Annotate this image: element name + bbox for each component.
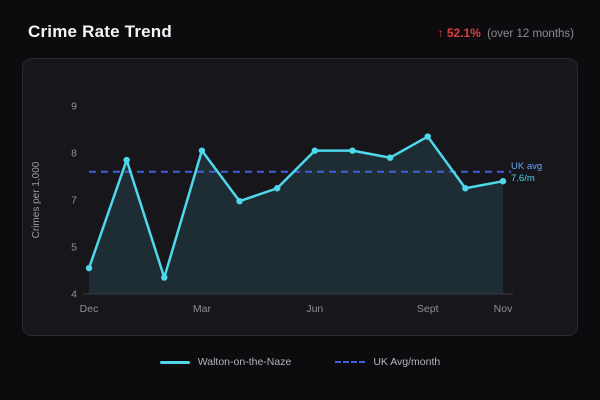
chart-legend: Walton-on-the-Naze UK Avg/month (0, 346, 600, 368)
data-point (198, 147, 206, 154)
delta-stat: ↑ 52.1% (over 12 months) (438, 26, 574, 40)
y-axis-tick-label: 7 (71, 195, 77, 207)
x-axis-tick-label: Mar (193, 303, 212, 315)
legend-item-walton[interactable]: Walton-on-the-Naze (159, 356, 292, 368)
y-axis-title: Crimes per 1,000 (31, 161, 42, 238)
data-point (349, 147, 356, 154)
data-point (123, 156, 130, 164)
solid-line-swatch (159, 360, 190, 364)
uk-avg-annotation-line2: 7.6/m (511, 173, 535, 184)
x-axis-tick-label: Sept (417, 303, 439, 315)
data-point (273, 185, 281, 192)
y-axis-tick-label: 4 (71, 289, 77, 301)
legend-label-ukavg: UK Avg/month (373, 356, 441, 368)
crime-chart: 4 5 7 8 9 Dec Mar Jun Sept Nov Crimes per 1,000 UK … (31, 101, 542, 316)
y-axis-tick-label: 5 (71, 242, 77, 254)
legend-item-ukavg[interactable]: UK Avg/month (335, 356, 440, 368)
data-point (499, 178, 507, 185)
data-point (311, 147, 319, 154)
chart-footer: Walton-on-the-Naze UK Avg/month scOS® (0, 346, 600, 380)
data-point (85, 264, 93, 272)
delta-value: 52.1% (446, 26, 481, 40)
delta-caption: (over 12 months) (487, 28, 574, 40)
area-fill (89, 136, 503, 294)
page-title: Crime Rate Trend (28, 22, 172, 41)
data-point (236, 197, 243, 205)
up-arrow-icon: ↑ (437, 26, 444, 40)
dashed-line-swatch (335, 361, 366, 363)
uk-avg-annotation-line1: UK avg (511, 161, 542, 172)
y-axis-tick-label: 8 (71, 148, 77, 160)
chart-card: 4 5 7 8 9 Dec Mar Jun Sept Nov Crimes per 1,000 UK … (22, 58, 578, 336)
data-point (424, 133, 431, 140)
x-axis-tick-label: Nov (494, 303, 513, 315)
y-axis-tick-label: 9 (71, 101, 77, 113)
data-point (462, 185, 469, 192)
data-point (161, 274, 168, 281)
legend-label-walton: Walton-on-the-Naze (197, 356, 292, 368)
page-header: Crime Rate Trend ↑ 52.1% (over 12 months… (0, 0, 600, 42)
data-point (386, 154, 394, 161)
x-axis-tick-label: Jun (306, 303, 323, 315)
series-line-walton (87, 135, 505, 279)
x-axis-tick-label: Dec (80, 303, 99, 315)
